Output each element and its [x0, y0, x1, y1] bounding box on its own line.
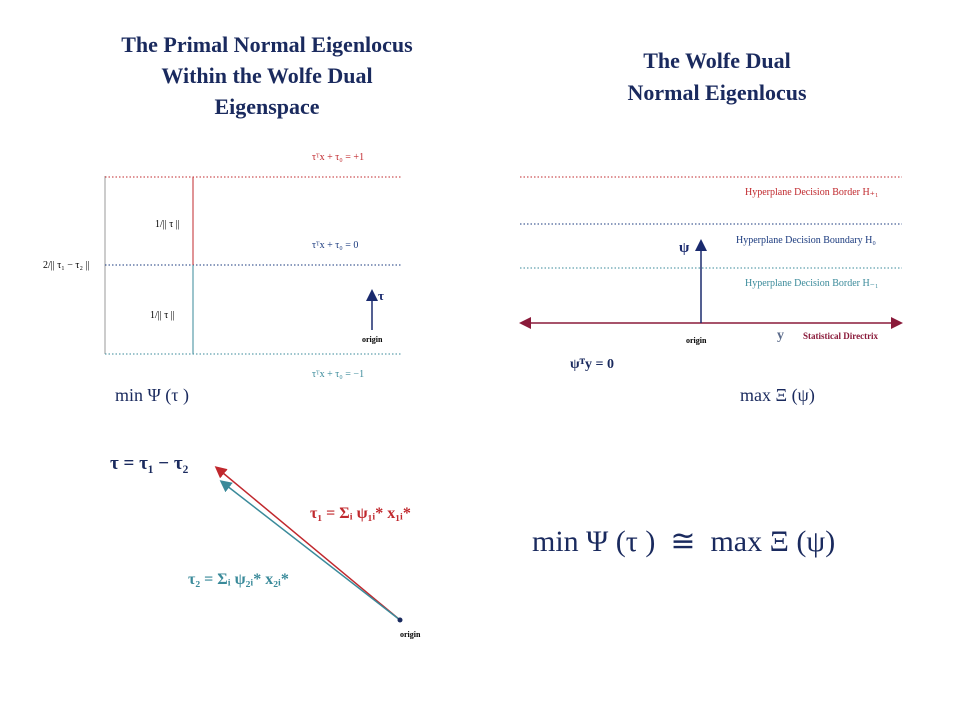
margin-label: 1/|| τ ||: [150, 310, 175, 321]
equation: ψᵀy = 0: [570, 357, 614, 372]
title-line: The Primal Normal Eigenlocus: [121, 32, 413, 57]
tau2-arrow: [219, 480, 401, 621]
origin-dot: [397, 617, 403, 623]
tau1-label: τ₁ = Σᵢ ψ₁ᵢ* x₁ᵢ*: [310, 505, 411, 522]
title-line: The Wolfe Dual: [643, 48, 791, 73]
plane-label: Hyperplane Decision Border H₊₁: [745, 187, 878, 198]
plane-label: τᵀx + τ₀ = +1: [312, 152, 364, 163]
origin-label: origin: [686, 336, 707, 345]
vector-diagram: τ = τ₁ − τ₂ τ₁ = Σᵢ ψ₁ᵢ* x₁ᵢ* τ₂ = Σᵢ ψ₂…: [110, 453, 421, 639]
origin-label: origin: [400, 630, 421, 639]
plane-label: Hyperplane Decision Boundary H₀: [736, 235, 876, 246]
title-line: Normal Eigenlocus: [627, 80, 806, 105]
origin-label: origin: [362, 335, 383, 344]
axis-label: y: [777, 328, 784, 343]
tau1-arrow: [214, 466, 401, 621]
vector-label: ψ: [679, 240, 690, 256]
directrix-label: Statistical Directrix: [803, 331, 879, 341]
difference-label: τ = τ₁ − τ₂: [110, 453, 189, 474]
plane-label: Hyperplane Decision Border H₋₁: [745, 278, 878, 289]
objective: max Ξ (ψ): [740, 385, 815, 406]
equivalence: min Ψ (τ ) ≅ max Ξ (ψ): [532, 525, 835, 558]
title-line: Eigenspace: [214, 94, 319, 119]
objective: min Ψ (τ ): [115, 385, 189, 406]
width-label: 2/|| τ₁ − τ₂ ||: [43, 260, 89, 271]
vector-label: τ: [378, 288, 384, 303]
dual-diagram: Hyperplane Decision Border H₊₁ Hyperplan…: [519, 176, 903, 372]
title-line: Within the Wolfe Dual: [161, 63, 372, 88]
tau2-label: τ₂ = Σᵢ ψ₂ᵢ* x₂ᵢ*: [188, 571, 289, 588]
primal-diagram: τᵀx + τ₀ = +1 1/|| τ || τᵀx + τ₀ = 0 2/|…: [43, 152, 402, 380]
plane-label: τᵀx + τ₀ = 0: [312, 240, 358, 251]
plane-label: τᵀx + τ₀ = −1: [312, 369, 364, 380]
margin-label: 1/|| τ ||: [155, 219, 180, 230]
